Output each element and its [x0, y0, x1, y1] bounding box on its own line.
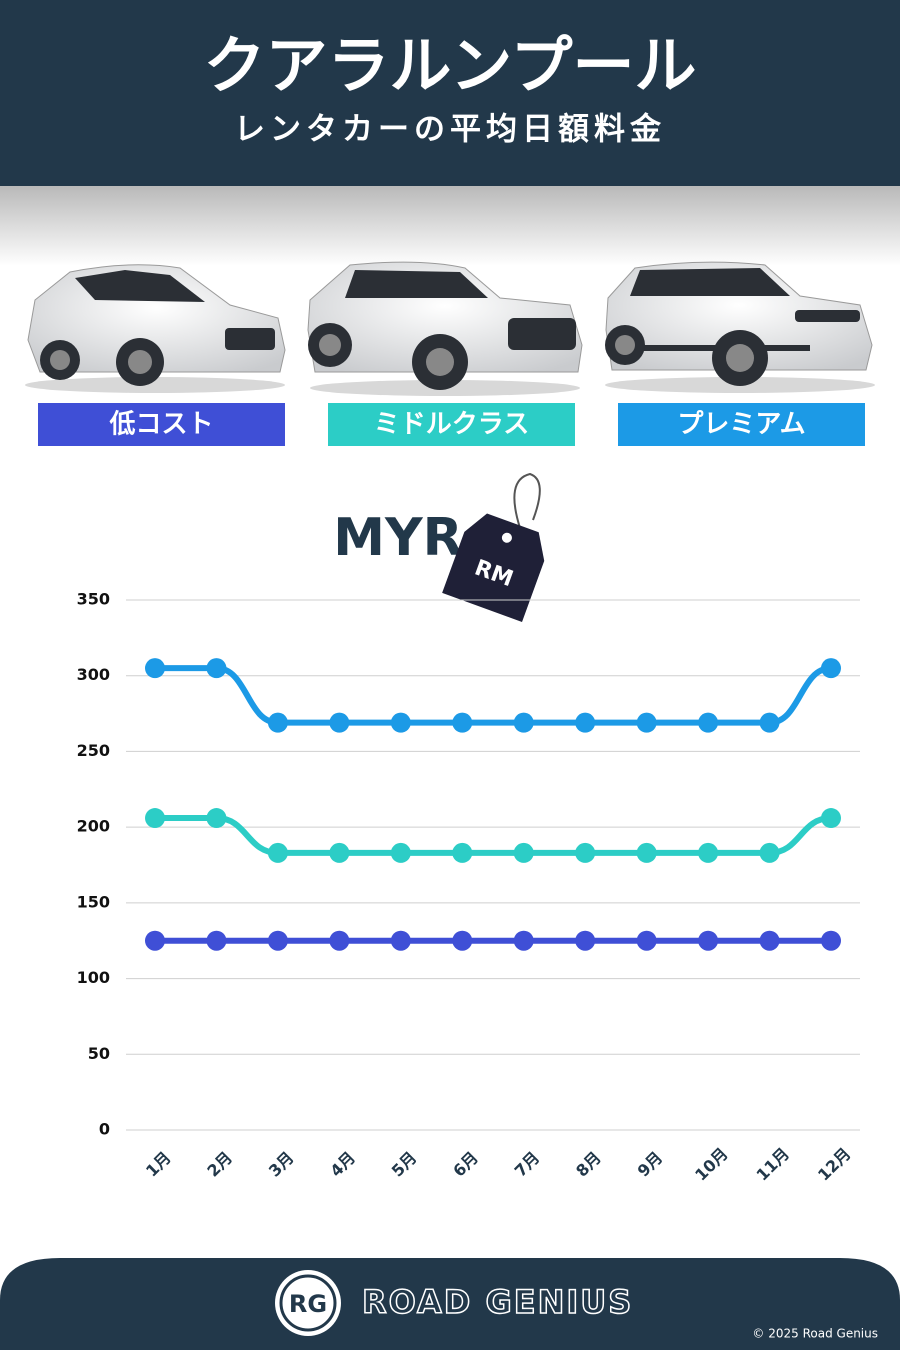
- x-tick-label: 10月: [691, 1144, 732, 1185]
- brand: ROAD GENIUS: [362, 1283, 633, 1321]
- data-point: [513, 842, 534, 863]
- legend-swatch: [38, 403, 285, 446]
- x-tick-label: 7月: [511, 1148, 544, 1181]
- title: クアラルンプール: [204, 29, 697, 102]
- data-point: [267, 842, 288, 863]
- x-tick-label: 6月: [449, 1148, 482, 1181]
- data-point: [698, 930, 719, 951]
- data-point: [636, 930, 657, 951]
- subtitle: レンタカーの平均日額料金: [234, 112, 666, 148]
- logo-ring: [279, 1274, 337, 1332]
- data-point: [759, 712, 780, 733]
- data-point: [390, 712, 411, 733]
- data-point: [329, 712, 350, 733]
- y-tick-label: 250: [77, 741, 110, 760]
- currency: MYR: [333, 508, 462, 568]
- y-tick-label: 350: [77, 590, 110, 609]
- x-tick-label: 5月: [388, 1148, 421, 1181]
- legend-label: 低コスト: [108, 410, 213, 440]
- car-premium: [605, 261, 875, 393]
- x-tick-label: 3月: [265, 1148, 298, 1181]
- header-band: [0, 0, 900, 186]
- data-point: [759, 930, 780, 951]
- header-shadow: [0, 186, 900, 266]
- x-tick-label: 11月: [753, 1144, 794, 1185]
- price-tag: RM: [442, 472, 545, 622]
- logo-circle: [275, 1270, 341, 1336]
- x-tick-label: 4月: [326, 1148, 359, 1181]
- data-point: [452, 842, 473, 863]
- data-point: [267, 712, 288, 733]
- y-tick-label: 150: [77, 892, 110, 911]
- car-low: [25, 264, 286, 393]
- data-point: [821, 808, 841, 829]
- x-tick-label: 1月: [142, 1148, 175, 1181]
- x-tick-label: 8月: [572, 1148, 605, 1181]
- footer-band: [0, 1258, 900, 1350]
- y-tick-label: 200: [77, 817, 110, 836]
- series-line: [152, 665, 834, 726]
- data-point: [636, 842, 657, 863]
- data-point: [145, 930, 165, 951]
- data-point: [390, 930, 411, 951]
- legend-label: ミドルクラス: [374, 410, 529, 440]
- logo: RG: [289, 1290, 327, 1318]
- data-point: [329, 842, 350, 863]
- x-tick-label: 2月: [203, 1148, 236, 1181]
- data-point: [390, 842, 411, 863]
- data-point: [759, 842, 780, 863]
- legend-label: プレミアム: [677, 410, 805, 440]
- data-point: [821, 658, 841, 679]
- data-point: [821, 930, 841, 951]
- data-point: [145, 808, 165, 829]
- legend-swatch: [618, 403, 865, 446]
- copyright: © 2025 Road Genius: [752, 1327, 878, 1341]
- data-point: [145, 658, 165, 679]
- data-point: [206, 930, 227, 951]
- data-point: [575, 712, 596, 733]
- data-point: [329, 930, 350, 951]
- data-point: [575, 930, 596, 951]
- y-tick-label: 100: [77, 968, 110, 987]
- car-mid: [307, 261, 583, 396]
- data-point: [206, 658, 227, 679]
- data-point: [636, 712, 657, 733]
- data-point: [206, 808, 227, 829]
- x-tick-label: 12月: [814, 1144, 855, 1185]
- data-point: [698, 842, 719, 863]
- data-point: [513, 930, 534, 951]
- data-point: [575, 842, 596, 863]
- y-tick-label: 0: [99, 1120, 110, 1139]
- data-point: [452, 930, 473, 951]
- legend-swatch: [328, 403, 575, 446]
- data-point: [513, 712, 534, 733]
- y-tick-label: 50: [88, 1044, 110, 1063]
- data-point: [452, 712, 473, 733]
- x-tick-label: 9月: [634, 1148, 667, 1181]
- chart: 低コスト ミドルクラス プレミアム 0 50 100 150 200 250 300 350 1月 2月…: [38, 403, 865, 1185]
- series-line: [152, 815, 834, 856]
- y-tick-label: 300: [77, 665, 110, 684]
- data-point: [267, 930, 288, 951]
- data-point: [698, 712, 719, 733]
